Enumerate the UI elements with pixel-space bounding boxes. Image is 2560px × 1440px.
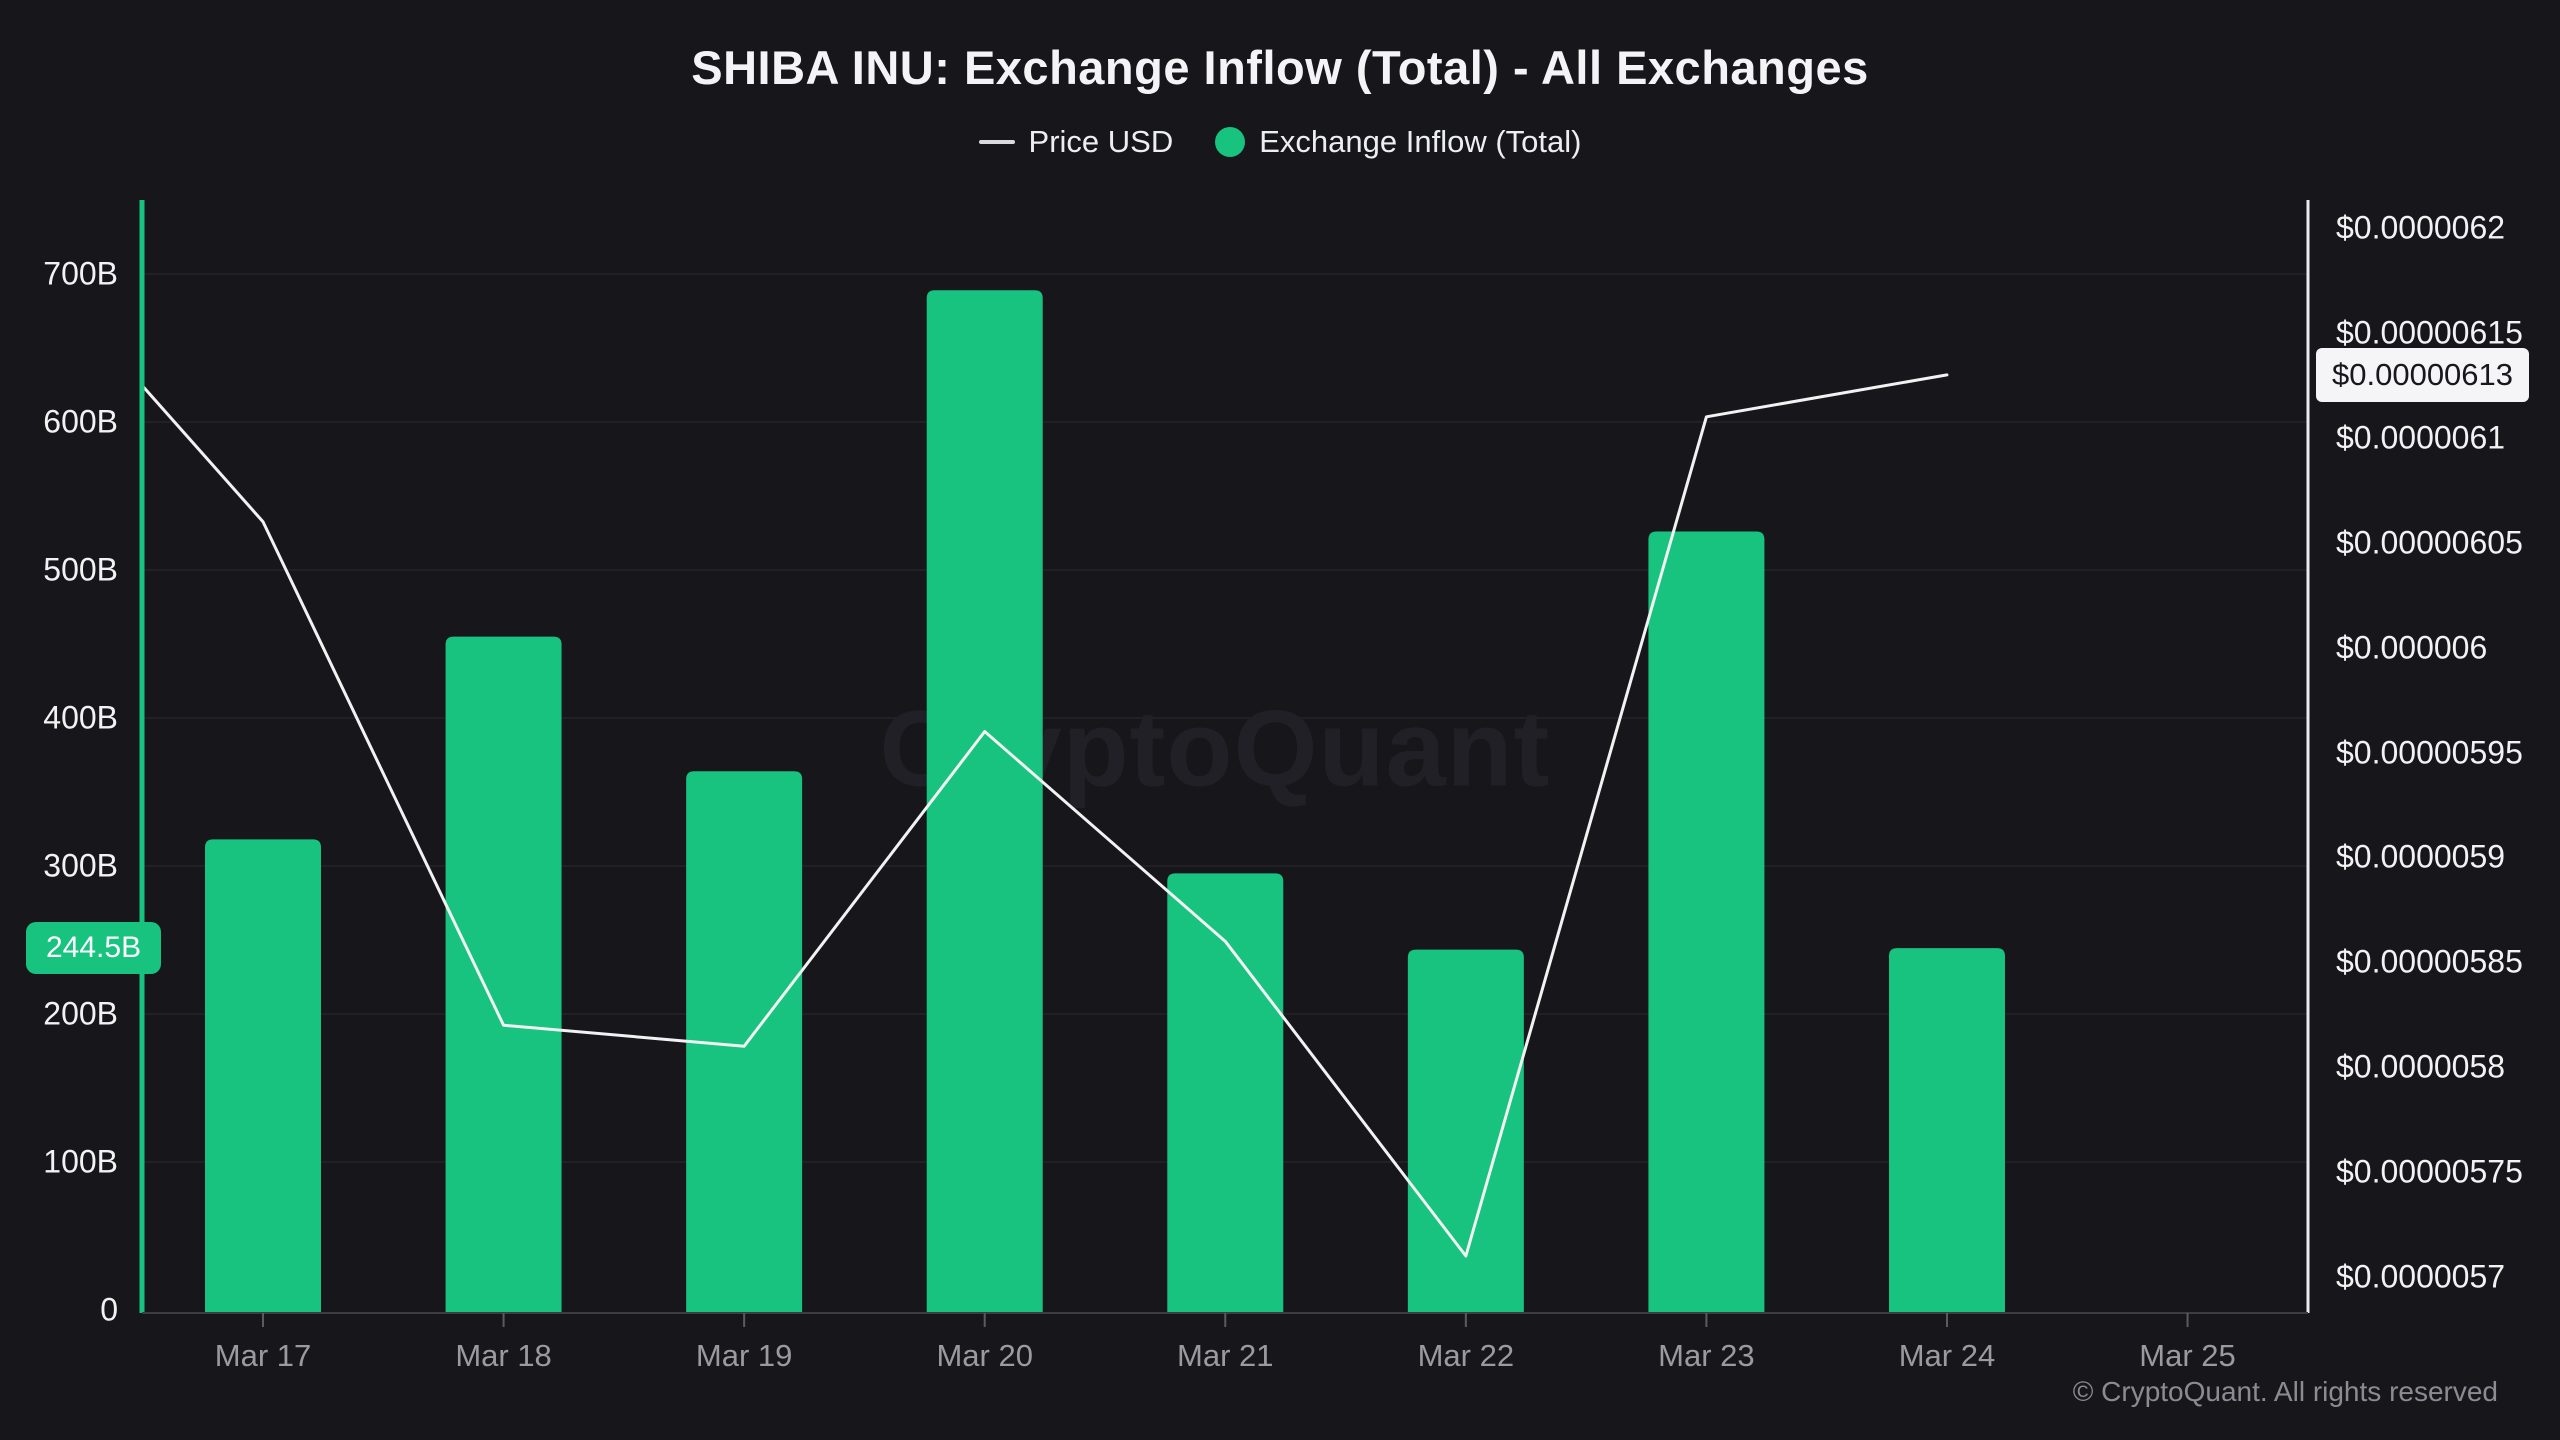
- copyright-text: © CryptoQuant. All rights reserved: [2072, 1376, 2498, 1407]
- right-axis-label: $0.0000057: [2336, 1258, 2506, 1295]
- right-axis-label: $0.00000595: [2336, 734, 2523, 770]
- price-line-swatch-icon: [978, 140, 1015, 144]
- inflow-bar: [205, 839, 321, 1313]
- current-inflow-badge: 244.5B: [26, 922, 162, 975]
- inflow-bar: [1167, 873, 1284, 1313]
- left-axis-label: 200B: [43, 995, 118, 1032]
- legend: Price USD Exchange Inflow (Total): [0, 124, 2560, 160]
- legend-item-inflow[interactable]: Exchange Inflow (Total): [1215, 124, 1581, 160]
- legend-price-label: Price USD: [1028, 124, 1174, 159]
- left-axis-label: 600B: [43, 403, 118, 440]
- legend-inflow-label: Exchange Inflow (Total): [1259, 124, 1582, 159]
- legend-item-price[interactable]: Price USD: [978, 124, 1174, 160]
- current-price-badge: $0.00000613: [2316, 347, 2530, 402]
- x-axis-label: Mar 21: [1177, 1338, 1274, 1373]
- right-axis-label: $0.00000615: [2336, 314, 2523, 351]
- left-axis-label: 500B: [43, 551, 118, 588]
- x-axis-label: Mar 24: [1898, 1338, 1996, 1373]
- price-line: [140, 373, 1949, 1258]
- right-axis-label: $0.0000059: [2336, 838, 2506, 875]
- right-axis-label: $0.00000585: [2336, 943, 2523, 980]
- inflow-bar: [686, 771, 803, 1313]
- inflow-dot-swatch-icon: [1215, 127, 1246, 157]
- x-axis-label: Mar 18: [455, 1338, 552, 1373]
- inflow-bar: [926, 290, 1043, 1313]
- x-axis-label: Mar 20: [936, 1338, 1033, 1373]
- right-axis-label: $0.000006: [2336, 629, 2488, 666]
- left-axis-label: 100B: [43, 1143, 118, 1180]
- right-axis-label: $0.0000058: [2336, 1048, 2506, 1085]
- inflow-bar: [1648, 531, 1765, 1313]
- inflow-bar: [445, 636, 562, 1313]
- right-axis-label: $0.00000605: [2336, 524, 2523, 561]
- left-axis-label: 300B: [43, 847, 118, 884]
- inflow-bar: [1407, 949, 1524, 1313]
- x-axis-label: Mar 25: [2139, 1338, 2236, 1373]
- left-axis-label: 0: [100, 1291, 118, 1328]
- x-axis-label: Mar 22: [1417, 1338, 1515, 1373]
- x-axis-label: Mar 17: [214, 1338, 312, 1373]
- chart-title: SHIBA INU: Exchange Inflow (Total) - All…: [691, 41, 1869, 94]
- right-axis-label: $0.0000062: [2336, 209, 2506, 246]
- left-axis-label: 400B: [43, 699, 118, 736]
- left-axis-label: 700B: [43, 255, 118, 292]
- x-axis-label: Mar 19: [695, 1338, 793, 1373]
- inflow-bar: [1888, 948, 2005, 1313]
- right-axis-label: $0.0000061: [2336, 419, 2506, 456]
- right-axis-label: $0.00000575: [2336, 1153, 2523, 1190]
- x-axis-label: Mar 23: [1658, 1338, 1755, 1373]
